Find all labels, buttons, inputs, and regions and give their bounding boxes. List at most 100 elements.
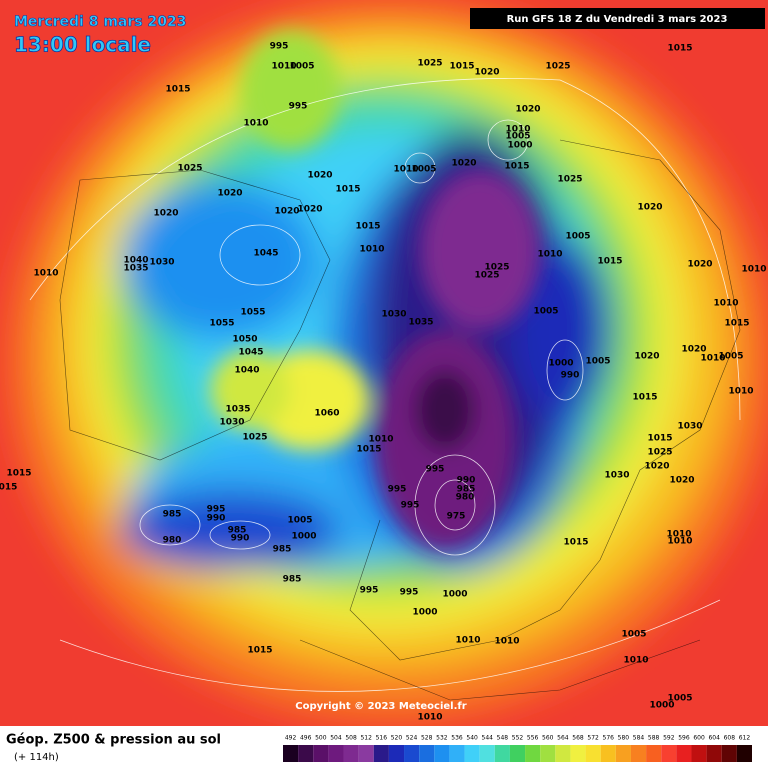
colorbar-label: 584 [633,735,645,742]
colorbar-label: 512 [360,735,372,742]
pressure-label: 1000 [442,590,467,600]
legend: Géop. Z500 & pression au sol (+ 114h) 49… [6,733,752,763]
pressure-label: 1020 [634,352,659,362]
run-info: Run GFS 18 Z du Vendredi 3 mars 2023 [507,14,728,25]
colorbar-label: 572 [587,735,599,742]
colorbar-label: 528 [421,735,433,742]
pressure-label: 975 [447,512,466,522]
color-swatch [585,745,601,762]
pressure-label: 1020 [681,345,706,355]
pressure-label: 985 [457,485,476,495]
pressure-label: 1015 [449,62,474,72]
pressure-label: 1015 [335,185,360,195]
pressure-label: 1000 [507,141,532,151]
pressure-label: 1010 [243,119,268,129]
pressure-label: 1035 [408,318,433,328]
color-swatch [313,745,329,762]
pressure-label: 1020 [637,203,662,213]
pressure-label: 995 [289,102,308,112]
pressure-label: 1010 [713,299,738,309]
color-swatch [706,745,722,762]
pressure-label: 995 [400,588,419,598]
pressure-label: 1020 [153,209,178,219]
pressure-label: 1030 [604,471,629,481]
pressure-label: 1000 [412,608,437,618]
pressure-label: 1020 [297,205,322,215]
pressure-label: 1015 [355,222,380,232]
colorbar-label: 560 [542,735,554,742]
color-swatch [540,745,556,762]
pressure-label: 995 [207,505,226,515]
pressure-label: 1025 [474,271,499,281]
pressure-label: 1010 [33,269,58,279]
colorbar-label: 600 [693,735,705,742]
pressure-label: 1010 [393,165,418,175]
color-swatch [419,745,435,762]
color-swatch [328,745,344,762]
color-swatch [388,745,405,762]
pressure-label: 1010 [667,537,692,547]
colorbar-label: 508 [345,735,357,742]
pressure-label: 1030 [381,310,406,320]
pressure-label: 985 [273,545,292,555]
pressure-label: 1015 [647,434,672,444]
pressure-label: 985 [283,575,302,585]
pressure-label: 1005 [667,694,692,704]
color-swatch [509,745,526,762]
pressure-label: 1015 [356,445,381,455]
pressure-label: 1025 [545,62,570,72]
colorbar-label: 540 [466,735,478,742]
colorbar-label: 568 [572,735,584,742]
colorbar-label: 516 [376,735,388,742]
pressure-label: 1045 [238,348,263,358]
pressure-label: 1000 [548,359,573,369]
pressure-label: 995 [388,485,407,495]
pressure-label: 1040 [123,256,148,266]
colorbar-label: 496 [300,735,312,742]
colorbar-label: 520 [391,735,403,742]
coastlines [59,139,741,701]
color-swatch [298,745,314,762]
pressure-label: 1005 [289,62,314,72]
pressure-label: 1060 [314,409,339,419]
pressure-label: 995 [270,42,289,52]
pressure-label: 1010 [455,636,480,646]
pressure-label: 1035 [123,264,148,274]
color-swatch [691,745,707,762]
pressure-label: 1010 [741,265,766,275]
color-swatch [449,745,465,762]
pressure-label: 1000 [291,532,316,542]
color-swatch [525,745,541,762]
colorbar-label: 592 [663,735,675,742]
pressure-label: 1015 [667,44,692,54]
pressure-label: 1010 [666,530,691,540]
pressure-label: 1020 [451,159,476,169]
color-swatch [646,745,662,762]
color-swatch [464,745,480,762]
pressure-label: 1020 [217,189,242,199]
pressure-label: 1025 [647,448,672,458]
pressure-label: 1015 [724,319,749,329]
pressure-label: 1025 [177,164,202,174]
pressure-label: 995 [360,586,379,596]
pressure-label: 1020 [307,171,332,181]
colorbar-label: 564 [557,735,569,742]
color-swatch [358,745,374,762]
pressure-label: 980 [456,493,475,503]
pressure-label: 995 [426,465,445,475]
colorbar-label: 548 [497,735,509,742]
colorbar-label: 552 [512,735,524,742]
colorbar-label: 504 [330,735,342,742]
pressure-label: 1010 [417,713,442,723]
color-swatch [494,745,510,762]
pressure-label: 1000 [649,701,674,711]
pressure-label: 1005 [621,630,646,640]
low-cores [210,30,540,550]
colorbar-label: 500 [315,735,327,742]
pressure-label: 1010 [271,62,296,72]
color-swatch [283,745,299,762]
pressure-label: 1030 [219,418,244,428]
colorbar-label: 596 [678,735,690,742]
pressure-label: 1025 [417,59,442,69]
pressure-label: 1025 [557,175,582,185]
